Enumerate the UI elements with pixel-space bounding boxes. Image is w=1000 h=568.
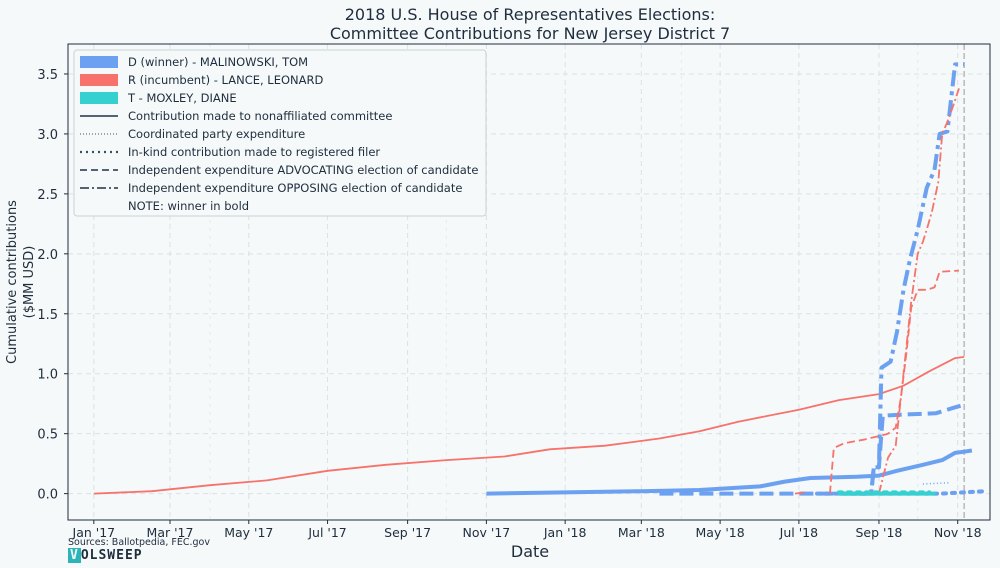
brand-logo: V OLSWEEP (68, 548, 143, 563)
series-line-D-dotted-fine-5 (922, 482, 949, 485)
x-tick-label: Sep '18 (856, 525, 903, 540)
y-tick-label: 3.5 (37, 68, 58, 83)
x-tick-label: Sep '17 (384, 525, 431, 540)
sources-credit: Sources: Ballotpedia, FEC.gov (68, 537, 210, 548)
series-line-R-dashdot-7 (878, 88, 960, 494)
legend-label: D (winner) - MALINOWSKI, TOM (128, 55, 308, 69)
x-tick-label: Jul '18 (779, 525, 818, 540)
series-line-R-dashed-6 (829, 269, 960, 494)
x-tick-label: Nov '18 (934, 525, 982, 540)
y-tick-label: 3.0 (37, 128, 58, 143)
legend-label: Coordinated party expenditure (128, 127, 305, 141)
y-tick-label: 1.0 (37, 368, 58, 383)
legend-label: In-kind contribution made to registered … (128, 145, 380, 159)
y-tick-label: 2.5 (37, 188, 58, 203)
chart-title-line1: 2018 U.S. House of Representatives Elect… (345, 5, 716, 24)
series-line-R-solid-0 (93, 356, 965, 495)
y-tick-label: 2.0 (37, 248, 58, 263)
x-tick-label: Mar '18 (618, 525, 665, 540)
legend-label: R (incumbent) - LANCE, LEONARD (128, 73, 323, 87)
x-tick-label: Jan '17 (72, 525, 116, 540)
legend-label: NOTE: winner in bold (128, 199, 249, 213)
x-tick-label: Jul '17 (307, 525, 346, 540)
series-line-R-solid-8 (794, 491, 805, 495)
legend-swatch (80, 56, 118, 68)
series-line-D-dashdot-3 (850, 62, 965, 496)
y-axis-label-line1: Cumulative contributions (5, 200, 20, 364)
legend-label: Contribution made to nonaffiliated commi… (128, 109, 392, 123)
legend-label: Independent expenditure OPPOSING electio… (128, 181, 462, 195)
legend-box (73, 49, 487, 217)
y-tick-label: 0.0 (37, 488, 58, 503)
y-tick-label: 1.5 (37, 308, 58, 323)
x-axis-label: Date (511, 542, 549, 561)
x-tick-label: Nov '17 (463, 525, 511, 540)
legend-label: Independent expenditure ADVOCATING elect… (128, 163, 478, 177)
y-tick-label: 0.5 (37, 428, 58, 443)
y-axis-label-line2: ($MM USD) (22, 246, 37, 319)
x-tick-label: Jan '18 (543, 525, 587, 540)
plot-frame (67, 43, 991, 521)
legend-swatch (80, 74, 118, 86)
series-line-D-dashed-2 (659, 402, 965, 496)
series-line-D-solid-1 (486, 448, 973, 496)
chart-title-line2: Committee Contributions for New Jersey D… (330, 24, 730, 43)
legend-swatch (80, 92, 118, 104)
x-tick-label: May '17 (224, 525, 273, 540)
x-tick-label: May '18 (696, 525, 745, 540)
legend-label: T - MOXLEY, DIANE (127, 91, 237, 105)
x-tick-label: Mar '17 (147, 525, 194, 540)
